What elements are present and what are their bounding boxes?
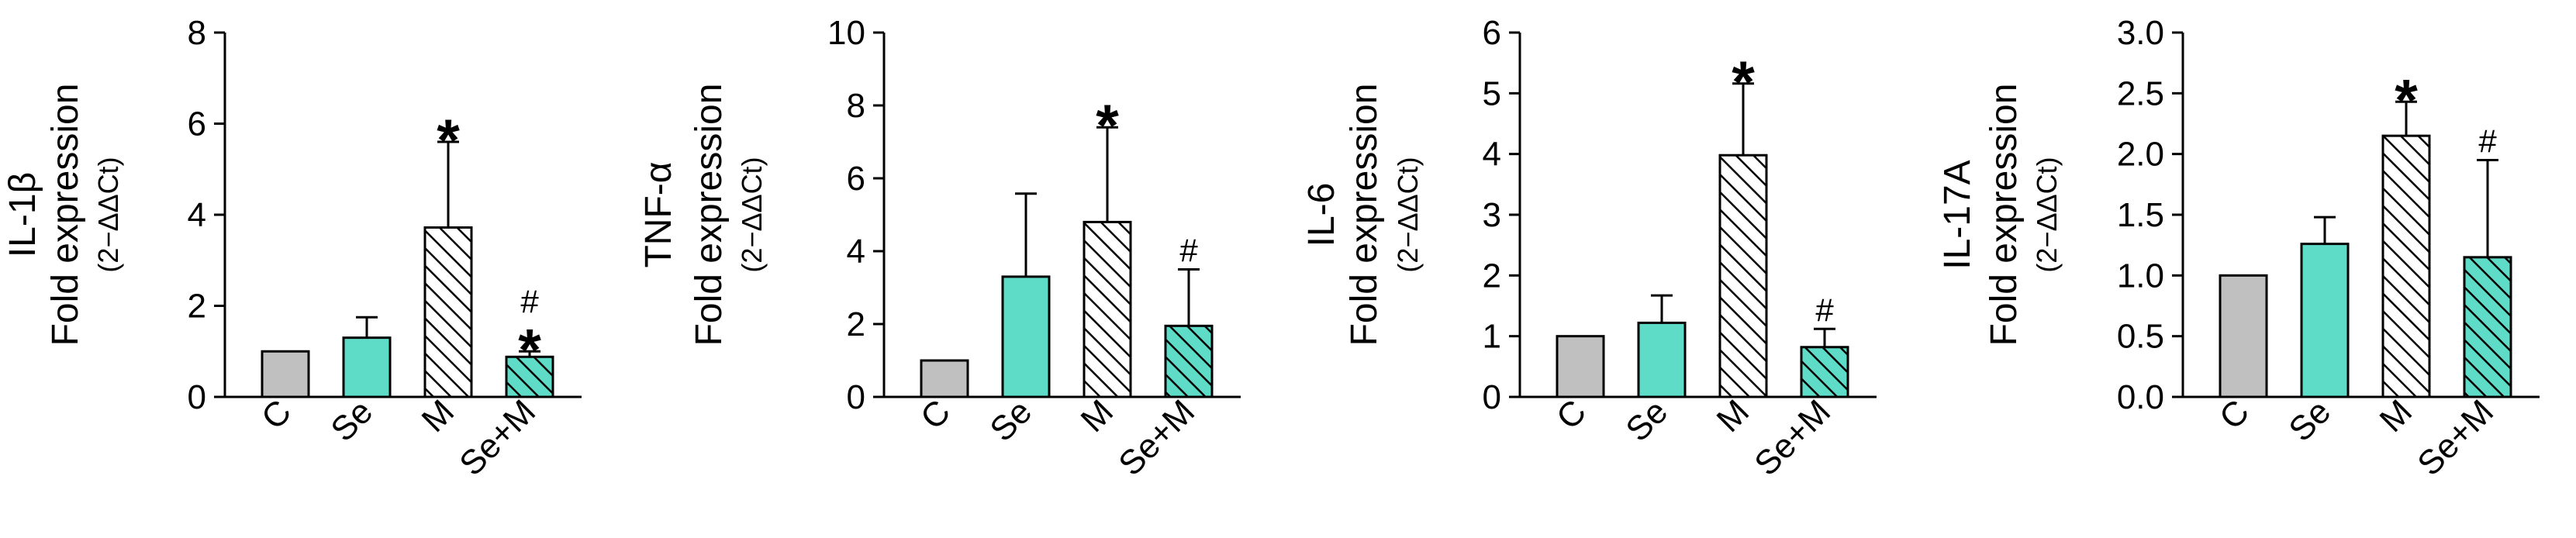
y-axis-title-gene: IL-1β (2, 172, 43, 257)
bar-m (1718, 153, 1768, 398)
y-axis-title-measure: Fold expression (689, 84, 730, 347)
y-tick-label: 6 (847, 160, 865, 198)
y-tick-label: 0.0 (2117, 378, 2164, 416)
y-tick-label: 1.5 (2117, 196, 2164, 234)
significance-star: * (1096, 93, 1119, 159)
y-tick-label: 8 (847, 87, 865, 125)
y-tick-label: 0.5 (2117, 318, 2164, 356)
x-tick-label: M (1074, 392, 1121, 440)
y-tick-label: 5 (1483, 74, 1501, 112)
y-tick-label: 8 (188, 14, 206, 52)
y-tick-label: 3.0 (2117, 14, 2164, 52)
bar-m (423, 226, 473, 398)
y-tick-label: 4 (188, 196, 206, 234)
y-tick-label: 2.0 (2117, 136, 2164, 174)
y-axis-title-unit: (2−ΔΔCt) (1392, 157, 1424, 272)
bar-c (1556, 335, 1605, 398)
y-tick-label: 0 (1483, 378, 1501, 416)
x-tick-label: Se (2281, 392, 2338, 449)
x-tick-label: Se (982, 392, 1039, 449)
x-tick-label: Se+M (1111, 392, 1202, 483)
y-axis-title-gene: IL-6 (1301, 183, 1342, 247)
x-tick-label: Se (323, 392, 380, 449)
y-tick-label: 1 (1483, 318, 1501, 356)
y-tick-label: 2.5 (2117, 74, 2164, 112)
y-tick-label: 1.0 (2117, 257, 2164, 295)
bar-c (2219, 274, 2268, 398)
y-tick-label: 4 (847, 233, 865, 271)
x-tick-label: Se (1618, 392, 1675, 449)
y-tick-label: 2 (847, 305, 865, 343)
x-tick-label: C (254, 392, 299, 436)
significance-star: * (437, 108, 460, 174)
significance-hash: # (1179, 233, 1198, 269)
x-tick-label: M (2373, 392, 2420, 440)
bar-se (1001, 275, 1051, 398)
y-axis-title-unit: (2−ΔΔCt) (92, 157, 124, 272)
significance-star: * (1732, 50, 1755, 116)
x-tick-label: M (415, 392, 462, 440)
x-tick-label: Se+M (452, 392, 543, 483)
x-tick-label: Se+M (2410, 392, 2501, 483)
bar-se (342, 336, 392, 398)
y-axis-title-unit: (2−ΔΔCt) (2031, 157, 2063, 272)
bar-se-plus-m (1164, 324, 1214, 398)
chart-panel-4: 0.0 0.5 1.0 1.5 2.0 2.5 3.0 C Se * M # Se+M IL-17A Fol… (1937, 14, 2540, 483)
x-tick-label: C (913, 392, 958, 436)
y-tick-label: 4 (1483, 136, 1501, 174)
bar-m (1083, 220, 1132, 398)
chart-panel-3: 0 1 2 3 4 5 6 C Se * M # Se+M IL-6 Fold expression (2−Δ… (1301, 14, 1877, 483)
y-tick-label: 6 (1483, 14, 1501, 52)
x-tick-label: C (2212, 392, 2257, 436)
bar-se-plus-m (505, 355, 554, 398)
bar-m (2381, 134, 2431, 398)
y-tick-label: 0 (847, 378, 865, 416)
y-tick-label: 3 (1483, 196, 1501, 234)
bar-se (2300, 243, 2350, 398)
y-tick-label: 2 (1483, 257, 1501, 295)
bar-se-plus-m (2463, 256, 2512, 398)
significance-hash: # (2478, 123, 2497, 160)
chart-panel-2: 0 2 4 6 8 10 C Se * M # Se+M TNF-α Fold expression (2−… (638, 14, 1241, 483)
bar-se (1637, 321, 1687, 398)
significance-hash: # (520, 283, 539, 319)
significance-star: * (518, 317, 541, 383)
y-axis-title-gene: IL-17A (1937, 160, 1978, 269)
x-tick-label: M (1710, 392, 1757, 440)
y-axis-title-unit: (2−ΔΔCt) (736, 157, 768, 272)
y-tick-label: 2 (188, 288, 206, 326)
y-axis-title-gene: TNF-α (638, 161, 679, 267)
bar-c (920, 359, 969, 398)
significance-hash: # (1815, 291, 1834, 328)
significance-star: * (2395, 67, 2418, 133)
y-axis-title-measure: Fold expression (1344, 84, 1385, 347)
y-axis-title-measure: Fold expression (45, 84, 86, 347)
y-tick-label: 6 (188, 105, 206, 143)
y-tick-label: 0 (188, 378, 206, 416)
y-axis-title-measure: Fold expression (1984, 84, 2025, 347)
bar-c (261, 350, 310, 398)
bar-se-plus-m (1800, 346, 1849, 398)
x-tick-label: C (1549, 392, 1594, 436)
x-tick-label: Se+M (1747, 392, 1838, 483)
y-tick-label: 10 (827, 14, 865, 52)
